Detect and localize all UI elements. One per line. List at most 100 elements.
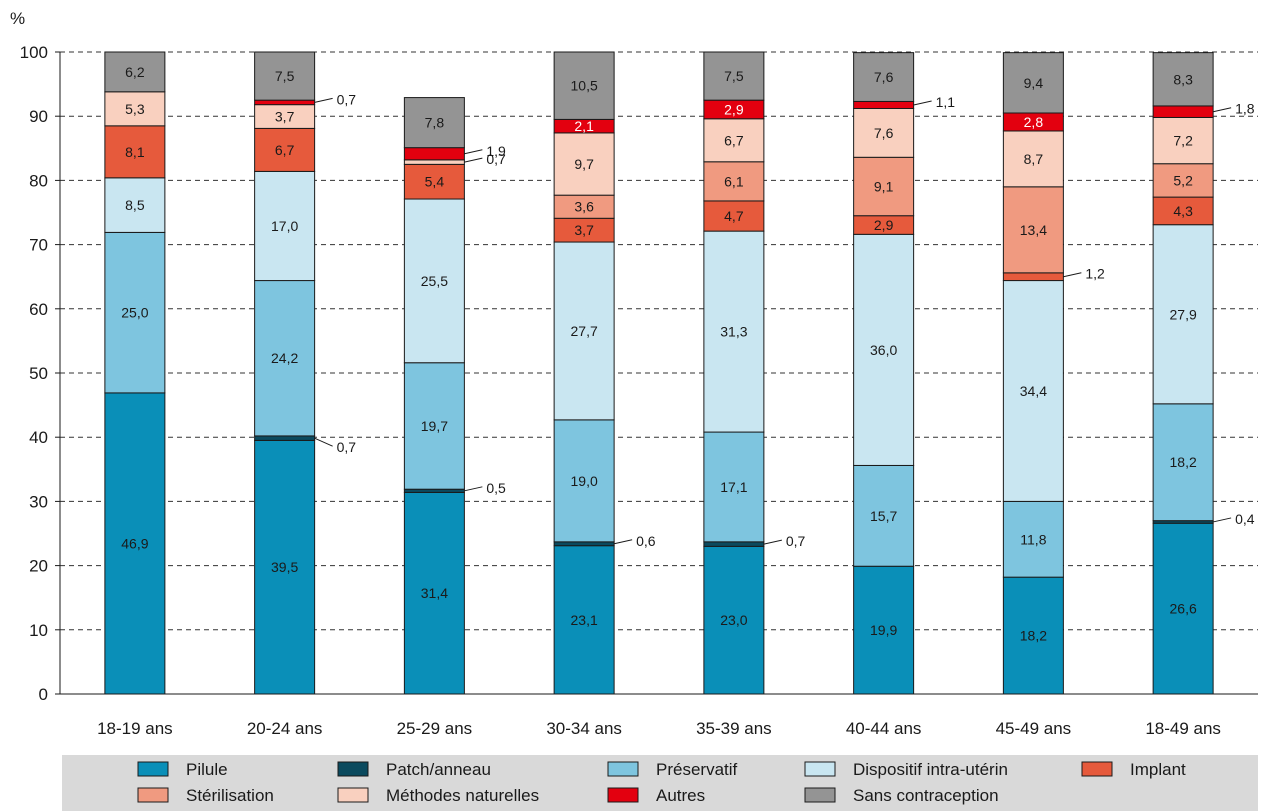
y-tick-label: 90 bbox=[29, 107, 48, 126]
bar-segment bbox=[703, 541, 765, 547]
bar-segment bbox=[104, 177, 166, 233]
legend-swatch bbox=[137, 787, 169, 803]
bar-segment bbox=[1152, 403, 1214, 522]
bar-segment bbox=[403, 147, 465, 161]
bar-segment bbox=[403, 491, 465, 695]
legend-swatch bbox=[337, 787, 369, 803]
bar-segment bbox=[553, 132, 615, 196]
bar-segment bbox=[1152, 116, 1214, 165]
bar-segment bbox=[853, 52, 915, 102]
bar-segment bbox=[403, 159, 465, 165]
bars bbox=[104, 51, 1214, 695]
data-label: 19,7 bbox=[421, 418, 448, 434]
bar-segment bbox=[104, 51, 166, 93]
data-label: 26,6 bbox=[1170, 601, 1197, 617]
x-category-label: 18-49 ans bbox=[1145, 719, 1221, 738]
data-label: 36,0 bbox=[870, 342, 897, 358]
leader-line bbox=[1063, 272, 1082, 278]
leader-line bbox=[763, 539, 782, 545]
bar-segment bbox=[1002, 186, 1064, 274]
legend-swatch bbox=[337, 761, 369, 777]
leader-line bbox=[464, 486, 483, 492]
legend-swatch bbox=[607, 787, 639, 803]
data-label: 1,1 bbox=[936, 94, 956, 110]
data-label: 6,7 bbox=[724, 132, 744, 148]
data-label: 31,4 bbox=[421, 585, 448, 601]
bar-segment bbox=[853, 156, 915, 217]
data-label: 34,4 bbox=[1020, 383, 1047, 399]
data-label: 6,1 bbox=[724, 173, 744, 189]
data-label: 31,3 bbox=[720, 324, 747, 340]
leader-line bbox=[464, 149, 483, 155]
data-label: 7,6 bbox=[874, 69, 894, 85]
x-category-label: 35-39 ans bbox=[696, 719, 772, 738]
bar-segment bbox=[703, 431, 765, 543]
legend-label: Pilule bbox=[186, 760, 228, 779]
data-label: 0,4 bbox=[1235, 511, 1255, 527]
legend-label: Sans contraception bbox=[853, 786, 999, 805]
data-label: 1,8 bbox=[1235, 101, 1255, 117]
data-label: 2,1 bbox=[574, 118, 594, 134]
y-tick-label: 100 bbox=[20, 43, 48, 62]
bar-segment bbox=[853, 107, 915, 158]
bar-segment bbox=[553, 541, 615, 547]
data-label: 18,2 bbox=[1020, 628, 1047, 644]
data-label: 2,9 bbox=[874, 217, 894, 233]
data-label: 1,9 bbox=[486, 143, 506, 159]
data-label: 23,0 bbox=[720, 612, 747, 628]
legend-label: Préservatif bbox=[656, 760, 738, 779]
x-category-label: 45-49 ans bbox=[996, 719, 1072, 738]
bar-segment bbox=[1002, 272, 1064, 282]
x-category-label: 30-34 ans bbox=[546, 719, 622, 738]
data-label: 11,8 bbox=[1020, 531, 1046, 547]
legend-label: Autres bbox=[656, 786, 705, 805]
legend-label: Stérilisation bbox=[186, 786, 274, 805]
data-label: 19,9 bbox=[870, 622, 897, 638]
bar-segment bbox=[1002, 52, 1064, 114]
data-label: 3,7 bbox=[574, 222, 594, 238]
data-label: 8,7 bbox=[1024, 151, 1044, 167]
data-label: 19,0 bbox=[571, 473, 598, 489]
data-label: 5,2 bbox=[1173, 172, 1193, 188]
data-label: 2,9 bbox=[724, 101, 744, 117]
y-axis-ticks: 0 10 20 30 40 50 60 70 80 90 100 bbox=[20, 43, 60, 704]
bar-segment bbox=[403, 97, 465, 149]
bar-segment bbox=[1002, 576, 1064, 695]
y-tick-label: 50 bbox=[29, 364, 48, 383]
data-label: 7,8 bbox=[425, 115, 445, 131]
data-label: 9,1 bbox=[874, 178, 894, 194]
data-label: 8,1 bbox=[125, 144, 145, 160]
bar-segment bbox=[254, 127, 316, 172]
y-tick-label: 80 bbox=[29, 171, 48, 190]
y-axis-unit-label: % bbox=[10, 9, 25, 28]
legend-swatch bbox=[607, 761, 639, 777]
data-label: 27,9 bbox=[1170, 306, 1197, 322]
bar-segment bbox=[553, 51, 615, 120]
leader-line bbox=[314, 437, 333, 447]
legend-label: Patch/anneau bbox=[386, 760, 491, 779]
legend-swatch bbox=[804, 761, 836, 777]
data-label: 15,7 bbox=[870, 508, 897, 524]
y-tick-label: 20 bbox=[29, 557, 48, 576]
bar-segment bbox=[553, 241, 615, 421]
data-label: 9,4 bbox=[1024, 75, 1044, 91]
leader-line bbox=[614, 539, 633, 545]
legend-box bbox=[62, 755, 1258, 811]
legend-label: Implant bbox=[1130, 760, 1186, 779]
bar-segment bbox=[1152, 224, 1214, 405]
x-category-label: 25-29 ans bbox=[397, 719, 473, 738]
data-label: 6,2 bbox=[125, 64, 145, 80]
bar-segment bbox=[1002, 280, 1064, 502]
data-label: 17,1 bbox=[720, 479, 747, 495]
data-label: 0,7 bbox=[337, 91, 357, 107]
bar-segment bbox=[703, 118, 765, 163]
bar-segment bbox=[254, 439, 316, 695]
legend: Pilule Patch/anneau Préservatif Dispositif … bbox=[137, 760, 1186, 805]
data-label: 3,6 bbox=[574, 199, 594, 215]
y-tick-label: 10 bbox=[29, 621, 48, 640]
y-tick-label: 30 bbox=[29, 492, 48, 511]
data-label: 5,4 bbox=[425, 174, 445, 190]
data-labels: 46,9 25,0 8,5 8,1 5,3 6,2 39,5 0,7 24,2 17,0 6,7 3,… bbox=[121, 64, 1255, 644]
data-label: 39,5 bbox=[271, 559, 298, 575]
